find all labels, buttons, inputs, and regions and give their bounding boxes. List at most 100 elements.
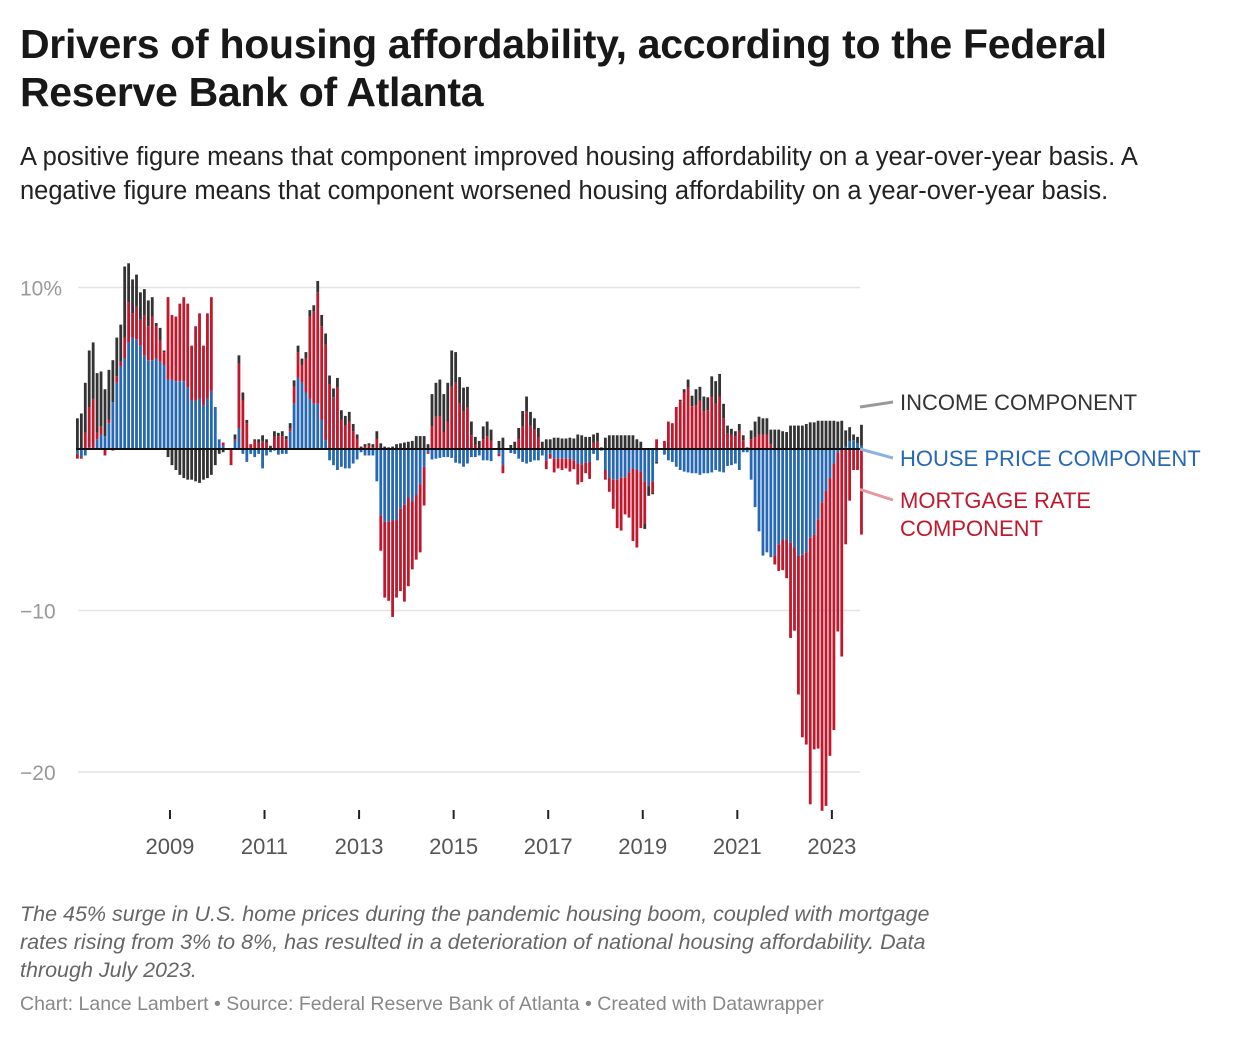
bar-income-component xyxy=(123,266,127,338)
bar-income-component xyxy=(627,435,631,449)
bar-mortgage-rate-component xyxy=(265,442,268,449)
bar-mortgage-rate-component xyxy=(434,416,438,449)
bar-income-component xyxy=(115,337,119,377)
bar-mortgage-rate-component xyxy=(808,537,812,805)
bar-house-price-component xyxy=(730,449,733,466)
x-tick-label: 2021 xyxy=(713,834,762,859)
bar-mortgage-rate-component xyxy=(643,481,647,524)
bar-income-component xyxy=(800,425,804,449)
bar-income-component xyxy=(769,429,773,445)
bar-house-price-component xyxy=(269,449,272,453)
bar-mortgage-rate-component xyxy=(103,449,107,456)
chart-note: The 45% surge in U.S. home prices during… xyxy=(20,902,930,982)
bar-mortgage-rate-component xyxy=(320,326,324,420)
bar-income-component xyxy=(395,444,398,449)
bar-house-price-component xyxy=(217,439,221,449)
bar-income-component xyxy=(399,443,402,449)
bar-income-component xyxy=(265,439,268,443)
bar-house-price-component xyxy=(418,449,422,485)
bar-house-price-component xyxy=(174,381,178,449)
bar-house-price-component xyxy=(513,449,517,454)
bar-mortgage-rate-component xyxy=(135,306,138,340)
bar-mortgage-rate-component xyxy=(682,392,686,449)
bar-house-price-component xyxy=(328,449,331,461)
bar-income-component xyxy=(848,427,852,441)
bar-house-price-component xyxy=(446,449,450,458)
bar-income-component xyxy=(406,441,410,449)
bar-income-component xyxy=(410,440,414,449)
bar-mortgage-rate-component xyxy=(769,444,773,449)
bar-income-component xyxy=(525,396,528,412)
bar-house-price-component xyxy=(438,449,442,458)
bar-mortgage-rate-component xyxy=(245,423,249,449)
bar-income-component xyxy=(324,333,328,345)
bar-income-component xyxy=(391,446,394,449)
bar-house-price-component xyxy=(793,449,796,548)
label-connector xyxy=(859,447,894,460)
bar-mortgage-rate-component xyxy=(284,439,288,449)
bar-income-component xyxy=(860,424,863,446)
bar-income-component xyxy=(552,437,556,449)
x-tick-label: 2015 xyxy=(429,834,478,859)
bar-house-price-component xyxy=(123,358,127,449)
bar-income-component xyxy=(706,397,710,411)
bar-income-component xyxy=(592,434,595,443)
bar-income-component xyxy=(533,418,536,430)
bar-house-price-component xyxy=(410,449,414,502)
bar-income-component xyxy=(245,419,249,424)
bar-income-component xyxy=(83,382,87,433)
bar-house-price-component xyxy=(154,358,158,449)
bar-income-component xyxy=(730,428,733,435)
bar-mortgage-rate-component xyxy=(611,479,615,509)
bar-income-component xyxy=(383,446,387,449)
bar-income-component xyxy=(741,435,745,441)
bar-mortgage-rate-component xyxy=(560,458,564,470)
bar-mortgage-rate-component xyxy=(304,358,308,393)
bar-income-component xyxy=(564,438,568,449)
bar-house-price-component xyxy=(406,449,410,498)
bar-mortgage-rate-component xyxy=(257,442,261,449)
bar-house-price-component xyxy=(820,449,824,503)
bar-mortgage-rate-component xyxy=(83,432,87,449)
bar-mortgage-rate-component xyxy=(828,478,832,756)
bar-income-component xyxy=(686,379,690,388)
bar-mortgage-rate-component xyxy=(536,437,540,449)
bar-house-price-component xyxy=(391,449,394,521)
bar-mortgage-rate-component xyxy=(655,439,658,449)
bar-mortgage-rate-component xyxy=(757,434,761,449)
bar-house-price-component xyxy=(458,449,461,464)
bar-mortgage-rate-component xyxy=(379,515,383,551)
bar-house-price-component xyxy=(276,449,280,455)
bar-house-price-component xyxy=(237,428,241,449)
label-connector xyxy=(859,400,894,409)
gridlines: 10% −10 −20 xyxy=(20,278,860,785)
bar-mortgage-rate-component xyxy=(150,316,154,361)
bar-mortgage-rate-component xyxy=(166,297,170,380)
bar-house-price-component xyxy=(529,449,532,462)
bar-income-component xyxy=(544,439,548,449)
bar-mortgage-rate-component xyxy=(749,439,753,449)
bar-house-price-component xyxy=(808,449,812,538)
bar-income-component xyxy=(485,421,489,437)
bar-mortgage-rate-component xyxy=(363,446,367,449)
bar-income-component xyxy=(202,449,205,480)
bar-house-price-component xyxy=(142,355,146,449)
bar-house-price-component xyxy=(395,449,398,521)
bar-house-price-component xyxy=(135,339,138,449)
bar-income-component xyxy=(852,434,855,441)
bar-mortgage-rate-component xyxy=(422,466,426,506)
bar-mortgage-rate-component xyxy=(627,472,631,518)
chart-title: Drivers of housing affordability, accord… xyxy=(20,21,1107,115)
bar-mortgage-rate-component xyxy=(584,462,588,474)
bar-mortgage-rate-component xyxy=(316,292,320,404)
bar-income-component xyxy=(209,449,213,475)
bar-income-component xyxy=(233,434,237,440)
bar-income-component xyxy=(186,449,190,480)
bar-house-price-component xyxy=(308,398,312,449)
bar-income-component xyxy=(418,436,422,449)
bar-mortgage-rate-component xyxy=(115,376,119,383)
bar-income-component xyxy=(615,435,619,449)
bar-income-component xyxy=(154,323,158,327)
bar-house-price-component xyxy=(355,449,359,460)
bar-mortgage-rate-component xyxy=(312,311,316,404)
